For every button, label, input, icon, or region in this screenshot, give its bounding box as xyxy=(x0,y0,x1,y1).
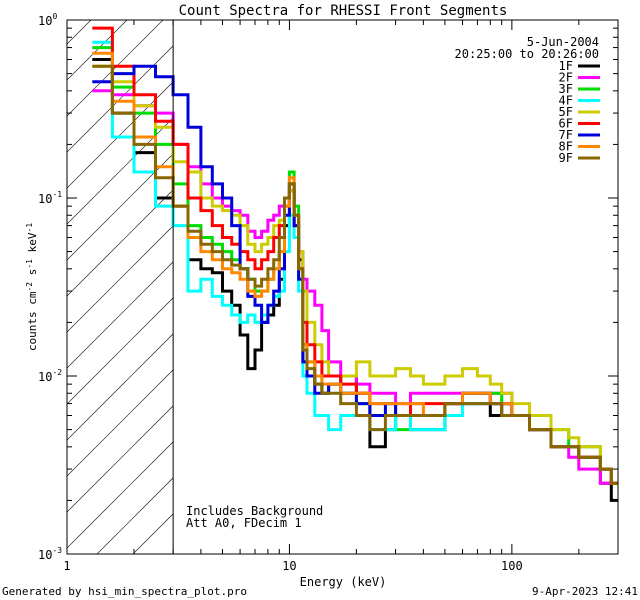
legend-label: 6F xyxy=(559,117,573,131)
hatch-line xyxy=(67,441,174,549)
x-tick-label: 10 xyxy=(282,559,296,573)
hatch-line xyxy=(132,513,174,554)
hatch-line xyxy=(67,297,174,405)
note-background: Includes Background xyxy=(186,504,323,518)
legend-label: 2F xyxy=(559,71,573,85)
legend-label: 8F xyxy=(559,140,573,154)
hatch-line xyxy=(67,225,174,333)
legend-label: 9F xyxy=(559,151,573,165)
hatch-line xyxy=(67,369,174,477)
chart-title: Count Spectra for RHESSI Front Segments xyxy=(179,3,508,19)
legend-time-range: 20:25:00 to 20:26:00 xyxy=(455,47,600,61)
hatch-line xyxy=(67,20,92,45)
footer-generated-by: Generated by hsi_min_spectra_plot.pro xyxy=(2,585,247,598)
hatch-line xyxy=(67,45,174,153)
x-tick-label: 1 xyxy=(63,559,70,573)
hatch-line xyxy=(67,405,174,513)
series-layer xyxy=(92,26,618,502)
plot-frame xyxy=(66,19,619,555)
legend-date: 5-Jun-2004 xyxy=(527,35,599,49)
series-9F xyxy=(92,64,618,485)
legend-label: 1F xyxy=(559,59,573,73)
hatch-line xyxy=(67,261,174,369)
x-axis-label: Energy (keV) xyxy=(300,575,387,589)
hatch-line xyxy=(67,333,174,441)
legend-label: 5F xyxy=(559,105,573,119)
y-axis-label: counts cm-2 s-1 keV-1 xyxy=(25,223,40,351)
footer-timestamp: 9-Apr-2023 12:41 xyxy=(532,585,638,598)
hatch-line xyxy=(67,20,164,117)
note-attenuator: Att A0, FDecim 1 xyxy=(186,516,302,530)
legend-label: 3F xyxy=(559,82,573,96)
series-5F xyxy=(92,64,618,485)
hatch-line xyxy=(96,477,174,554)
hatch-line xyxy=(67,20,128,81)
legend-label: 4F xyxy=(559,94,573,108)
legend-label: 7F xyxy=(559,128,573,142)
x-tick-label: 100 xyxy=(501,559,523,573)
